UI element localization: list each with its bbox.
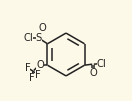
Text: O: O	[38, 23, 46, 33]
Text: O: O	[89, 68, 97, 78]
Text: F: F	[25, 63, 30, 73]
Text: S: S	[36, 33, 42, 43]
Text: Cl: Cl	[24, 33, 33, 43]
Text: F: F	[35, 70, 41, 80]
Text: Cl: Cl	[97, 59, 106, 69]
Text: F: F	[29, 73, 35, 83]
Text: O: O	[36, 60, 44, 70]
